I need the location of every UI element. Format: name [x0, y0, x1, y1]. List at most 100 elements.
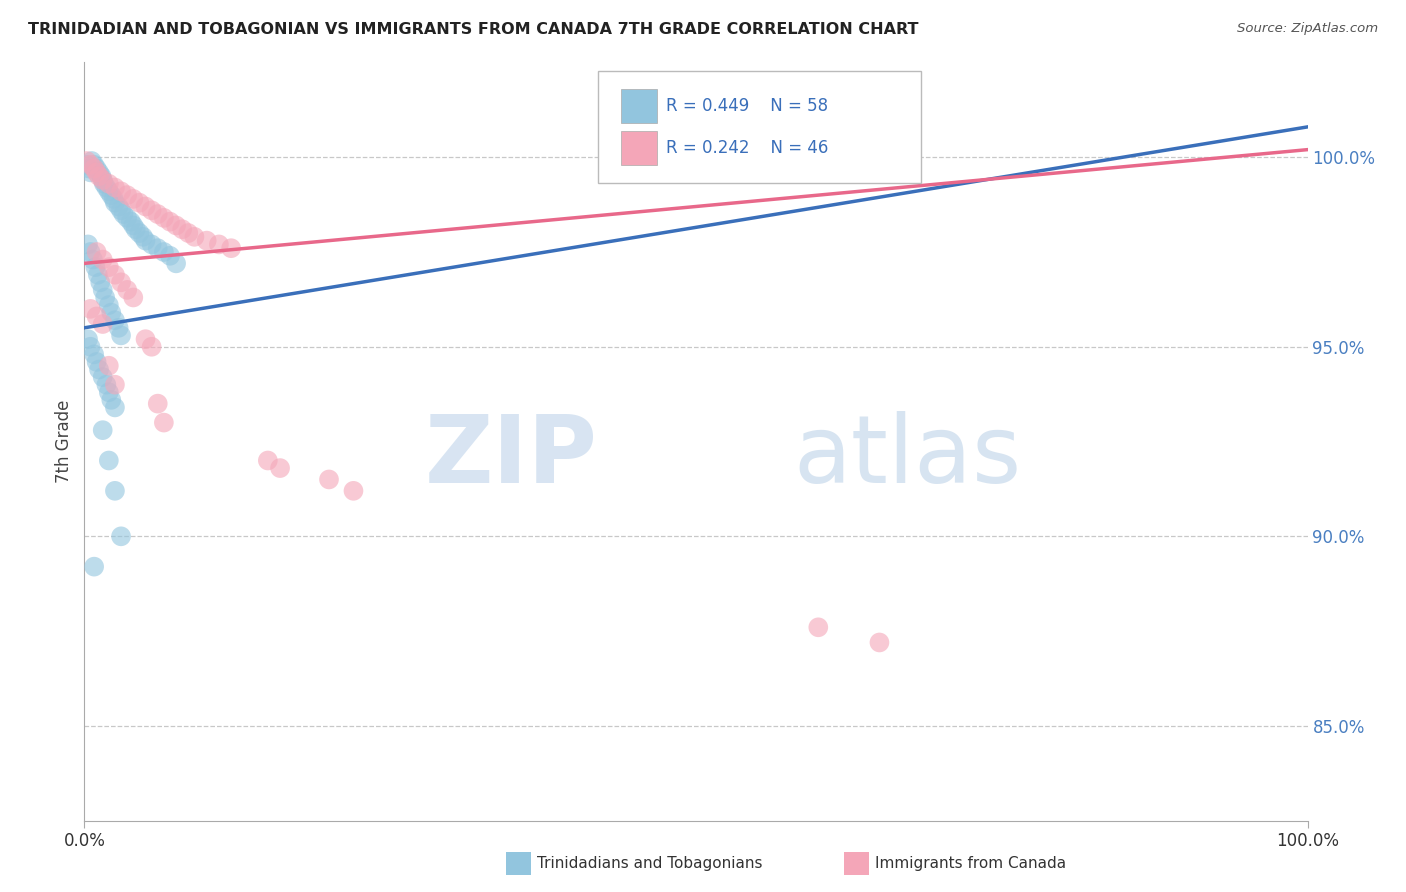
Point [159, 249, 181, 263]
Point [110, 184, 132, 198]
Point [135, 234, 157, 248]
Point [86, 355, 108, 369]
Point [110, 203, 132, 218]
Point [83, 347, 105, 361]
Point [83, 559, 105, 574]
Point [869, 635, 891, 649]
Point [76, 153, 98, 168]
Point [183, 229, 205, 244]
Point [84, 260, 107, 275]
Point [107, 199, 129, 213]
Point [112, 207, 135, 221]
Point [146, 396, 169, 410]
Point [97, 385, 120, 400]
Point [91, 173, 114, 187]
Point [91, 283, 114, 297]
Point [82, 252, 104, 267]
Point [104, 483, 127, 498]
Text: atlas: atlas [794, 410, 1022, 503]
Text: Immigrants from Canada: Immigrants from Canada [875, 856, 1066, 871]
Point [77, 161, 100, 176]
Point [79, 244, 101, 259]
Point [77, 332, 100, 346]
Point [135, 332, 157, 346]
Point [807, 620, 830, 634]
Point [87, 362, 110, 376]
Text: R = 0.449    N = 58: R = 0.449 N = 58 [666, 97, 828, 115]
Point [128, 195, 150, 210]
Point [115, 211, 138, 225]
Point [146, 241, 169, 255]
Text: R = 0.242    N = 46: R = 0.242 N = 46 [666, 139, 828, 157]
Point [132, 229, 155, 244]
Point [83, 158, 105, 172]
Point [91, 252, 114, 267]
Point [141, 237, 163, 252]
Point [100, 305, 122, 319]
Point [115, 283, 138, 297]
Point [89, 275, 111, 289]
Point [104, 313, 127, 327]
Point [97, 453, 120, 467]
Point [120, 214, 142, 228]
Point [172, 222, 194, 236]
Point [159, 214, 181, 228]
Point [97, 184, 120, 198]
Point [80, 153, 103, 168]
Point [91, 370, 114, 384]
Point [128, 226, 150, 240]
Point [165, 256, 187, 270]
Point [141, 203, 163, 218]
Point [104, 195, 127, 210]
Point [94, 291, 117, 305]
Point [104, 180, 127, 194]
Point [97, 177, 120, 191]
Point [76, 158, 98, 172]
Point [86, 310, 108, 324]
Point [97, 260, 120, 275]
Point [115, 188, 138, 202]
Point [342, 483, 364, 498]
Point [219, 241, 242, 255]
Y-axis label: 7th Grade: 7th Grade [55, 400, 73, 483]
Point [104, 268, 127, 282]
Point [104, 377, 127, 392]
Point [177, 226, 200, 240]
Point [146, 207, 169, 221]
Point [122, 192, 145, 206]
Point [79, 165, 101, 179]
Point [96, 377, 118, 392]
Point [86, 161, 108, 176]
Point [269, 461, 291, 475]
Point [97, 298, 120, 312]
Point [86, 244, 108, 259]
Point [91, 173, 114, 187]
Point [125, 222, 148, 236]
Point [104, 401, 127, 415]
Point [93, 177, 115, 191]
Point [110, 275, 132, 289]
Point [257, 453, 280, 467]
Point [90, 169, 112, 183]
Point [135, 199, 157, 213]
Point [208, 237, 231, 252]
Point [87, 169, 110, 183]
Text: Source: ZipAtlas.com: Source: ZipAtlas.com [1237, 22, 1378, 36]
Point [107, 320, 129, 334]
Point [100, 188, 122, 202]
Point [195, 234, 218, 248]
Point [103, 192, 125, 206]
Point [79, 301, 101, 316]
Point [96, 180, 118, 194]
Point [153, 211, 176, 225]
Point [87, 268, 110, 282]
Text: TRINIDADIAN AND TOBAGONIAN VS IMMIGRANTS FROM CANADA 7TH GRADE CORRELATION CHART: TRINIDADIAN AND TOBAGONIAN VS IMMIGRANTS… [28, 22, 918, 37]
Text: Trinidadians and Tobagonians: Trinidadians and Tobagonians [537, 856, 762, 871]
Point [100, 392, 122, 407]
Point [97, 359, 120, 373]
Point [79, 340, 101, 354]
Point [110, 529, 132, 543]
Point [165, 219, 187, 233]
Point [110, 328, 132, 343]
Point [153, 416, 176, 430]
